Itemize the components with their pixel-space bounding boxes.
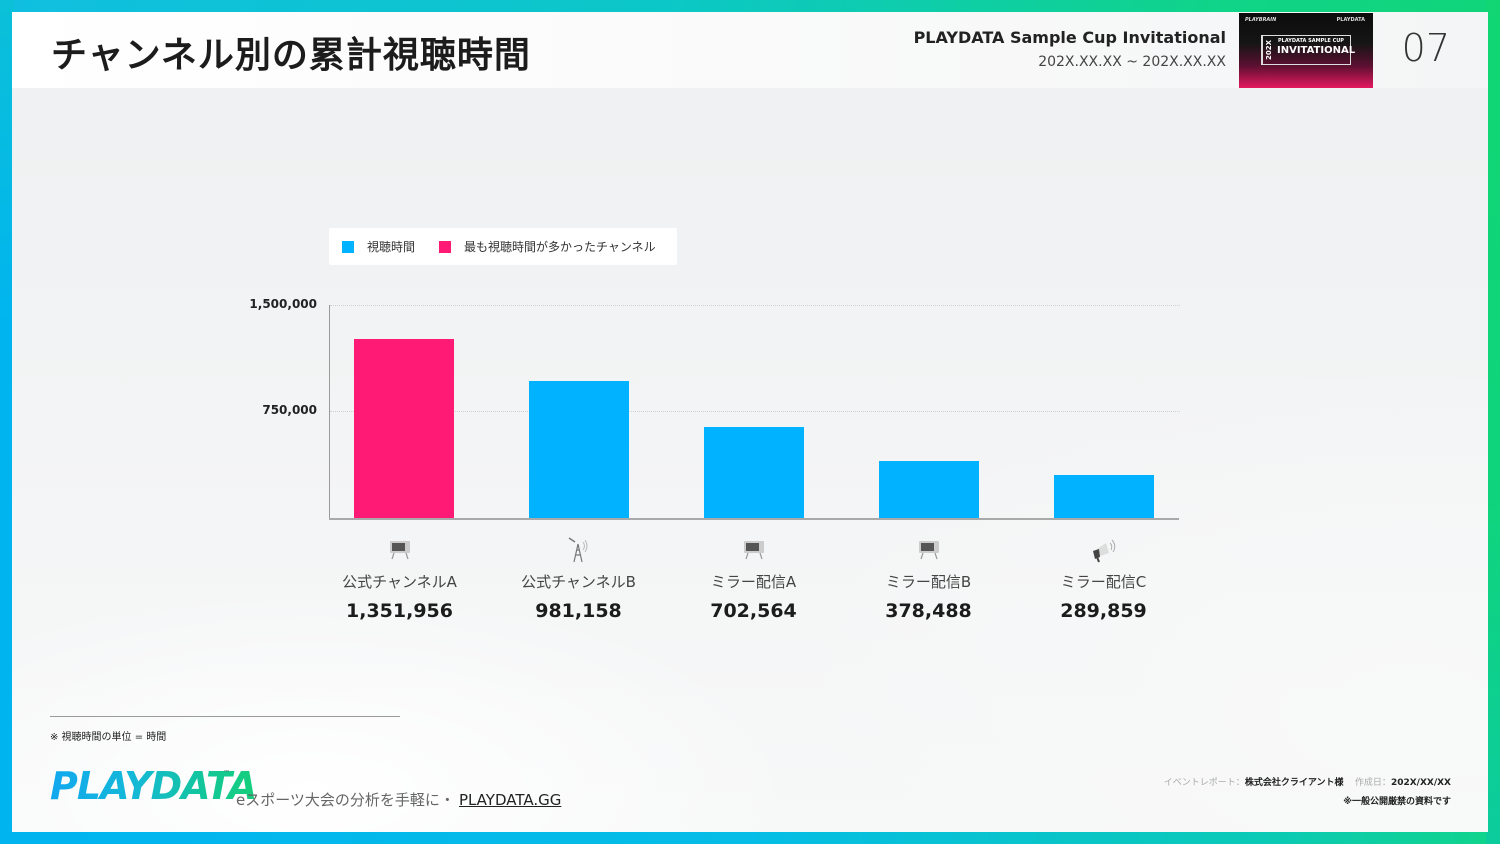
x-axis [329,518,1179,520]
y-axis [329,305,330,519]
thumbnail-sponsor-logo: PLAYBRAIN [1245,17,1277,23]
legend-item-viewing-time: 視聴時間 [342,238,415,255]
thumbnail-title-box: 202X PLAYDATA SAMPLE CUP INVITATIONAL [1261,35,1355,65]
event-name: PLAYDATA Sample Cup Invitational [913,28,1226,47]
report-meta: イベントレポート：株式会社クライアント様 作成日：202X/XX/XX [1164,775,1451,788]
playdata-logo: PLAYDATA [50,764,257,808]
gridline-750000 [330,411,1180,412]
category-value: 378,488 [885,600,972,622]
thumbnail-brand-logo: PLAYDATA [1336,17,1365,23]
confidential-notice: ※一般公開厳禁の資料です [1343,797,1451,807]
event-dates: 202X.XX.XX ~ 202X.XX.XX [1038,54,1226,70]
thumbnail-year: 202X [1262,36,1275,64]
legend-swatch-pink [439,240,452,253]
footer-tagline: eスポーツ大会の分析を手軽に・ PLAYDATA.GG [236,789,561,810]
bar-mirror-c [1054,475,1154,519]
category-label: ミラー配信A [710,573,797,591]
chart-legend: 視聴時間 最も視聴時間が多かったチャンネル [329,228,677,265]
tv-icon [666,535,841,565]
tv-icon [312,535,487,565]
slide-panel: チャンネル別の累計視聴時間 PLAYDATA Sample Cup Invita… [12,12,1488,832]
footnote-divider [50,716,400,717]
trademark-symbol: ™ [223,769,230,777]
bar-mirror-b [879,461,979,519]
legend-label: 最も視聴時間が多かったチャンネル [464,240,656,254]
report-label: イベントレポート： [1163,778,1245,788]
thumbnail-main-title: INVITATIONAL [1277,45,1356,56]
bar-official-channel-b [529,381,629,519]
gridline-1500000 [330,305,1180,306]
category-label: ミラー配信C [1060,573,1147,591]
legend-label: 視聴時間 [367,240,416,254]
frame-border-left [0,0,14,844]
y-tick-1500000: 1,500,000 [249,297,317,311]
thumbnail-subtitle: PLAYDATA SAMPLE CUP [1278,38,1344,44]
frame-border-right [1486,0,1500,844]
category-mirror-c: ミラー配信C 289,859 [1016,535,1191,622]
slide-header: チャンネル別の累計視聴時間 PLAYDATA Sample Cup Invita… [12,12,1488,88]
category-value: 702,564 [710,600,797,622]
category-official-channel-b: 公式チャンネルB 981,158 [491,535,666,622]
category-label: 公式チャンネルA [342,573,457,591]
tv-icon [841,535,1016,565]
unit-footnote: ※ 視聴時間の単位 = 時間 [50,732,167,743]
category-mirror-a: ミラー配信A 702,564 [666,535,841,622]
bar-mirror-a [704,427,804,519]
category-official-channel-a: 公式チャンネルA 1,351,956 [312,535,487,622]
category-value: 1,351,956 [346,600,453,622]
page-title: チャンネル別の累計視聴時間 [51,35,531,76]
playdata-website-link[interactable]: PLAYDATA.GG [458,791,562,809]
category-label: ミラー配信B [885,573,972,591]
client-name: 株式会社クライアント様 [1244,778,1344,788]
created-label: 作成日： [1354,778,1391,788]
category-value: 289,859 [1060,600,1147,622]
bar-official-channel-a [354,339,454,519]
event-thumbnail: PLAYBRAIN PLAYDATA 202X PLAYDATA SAMPLE … [1239,13,1373,88]
category-label: 公式チャンネルB [521,573,636,591]
created-date: 202X/XX/XX [1390,778,1451,788]
category-value: 981,158 [535,600,622,622]
y-tick-750000: 750,000 [262,403,317,417]
antenna-tower-icon [491,535,666,565]
megaphone-icon [1016,535,1191,565]
legend-item-top-channel: 最も視聴時間が多かったチャンネル [439,238,656,255]
category-mirror-b: ミラー配信B 378,488 [841,535,1016,622]
tagline-text: eスポーツ大会の分析を手軽に・ [236,791,455,809]
page-number: 07 [1401,26,1450,70]
legend-swatch-blue [342,240,354,253]
